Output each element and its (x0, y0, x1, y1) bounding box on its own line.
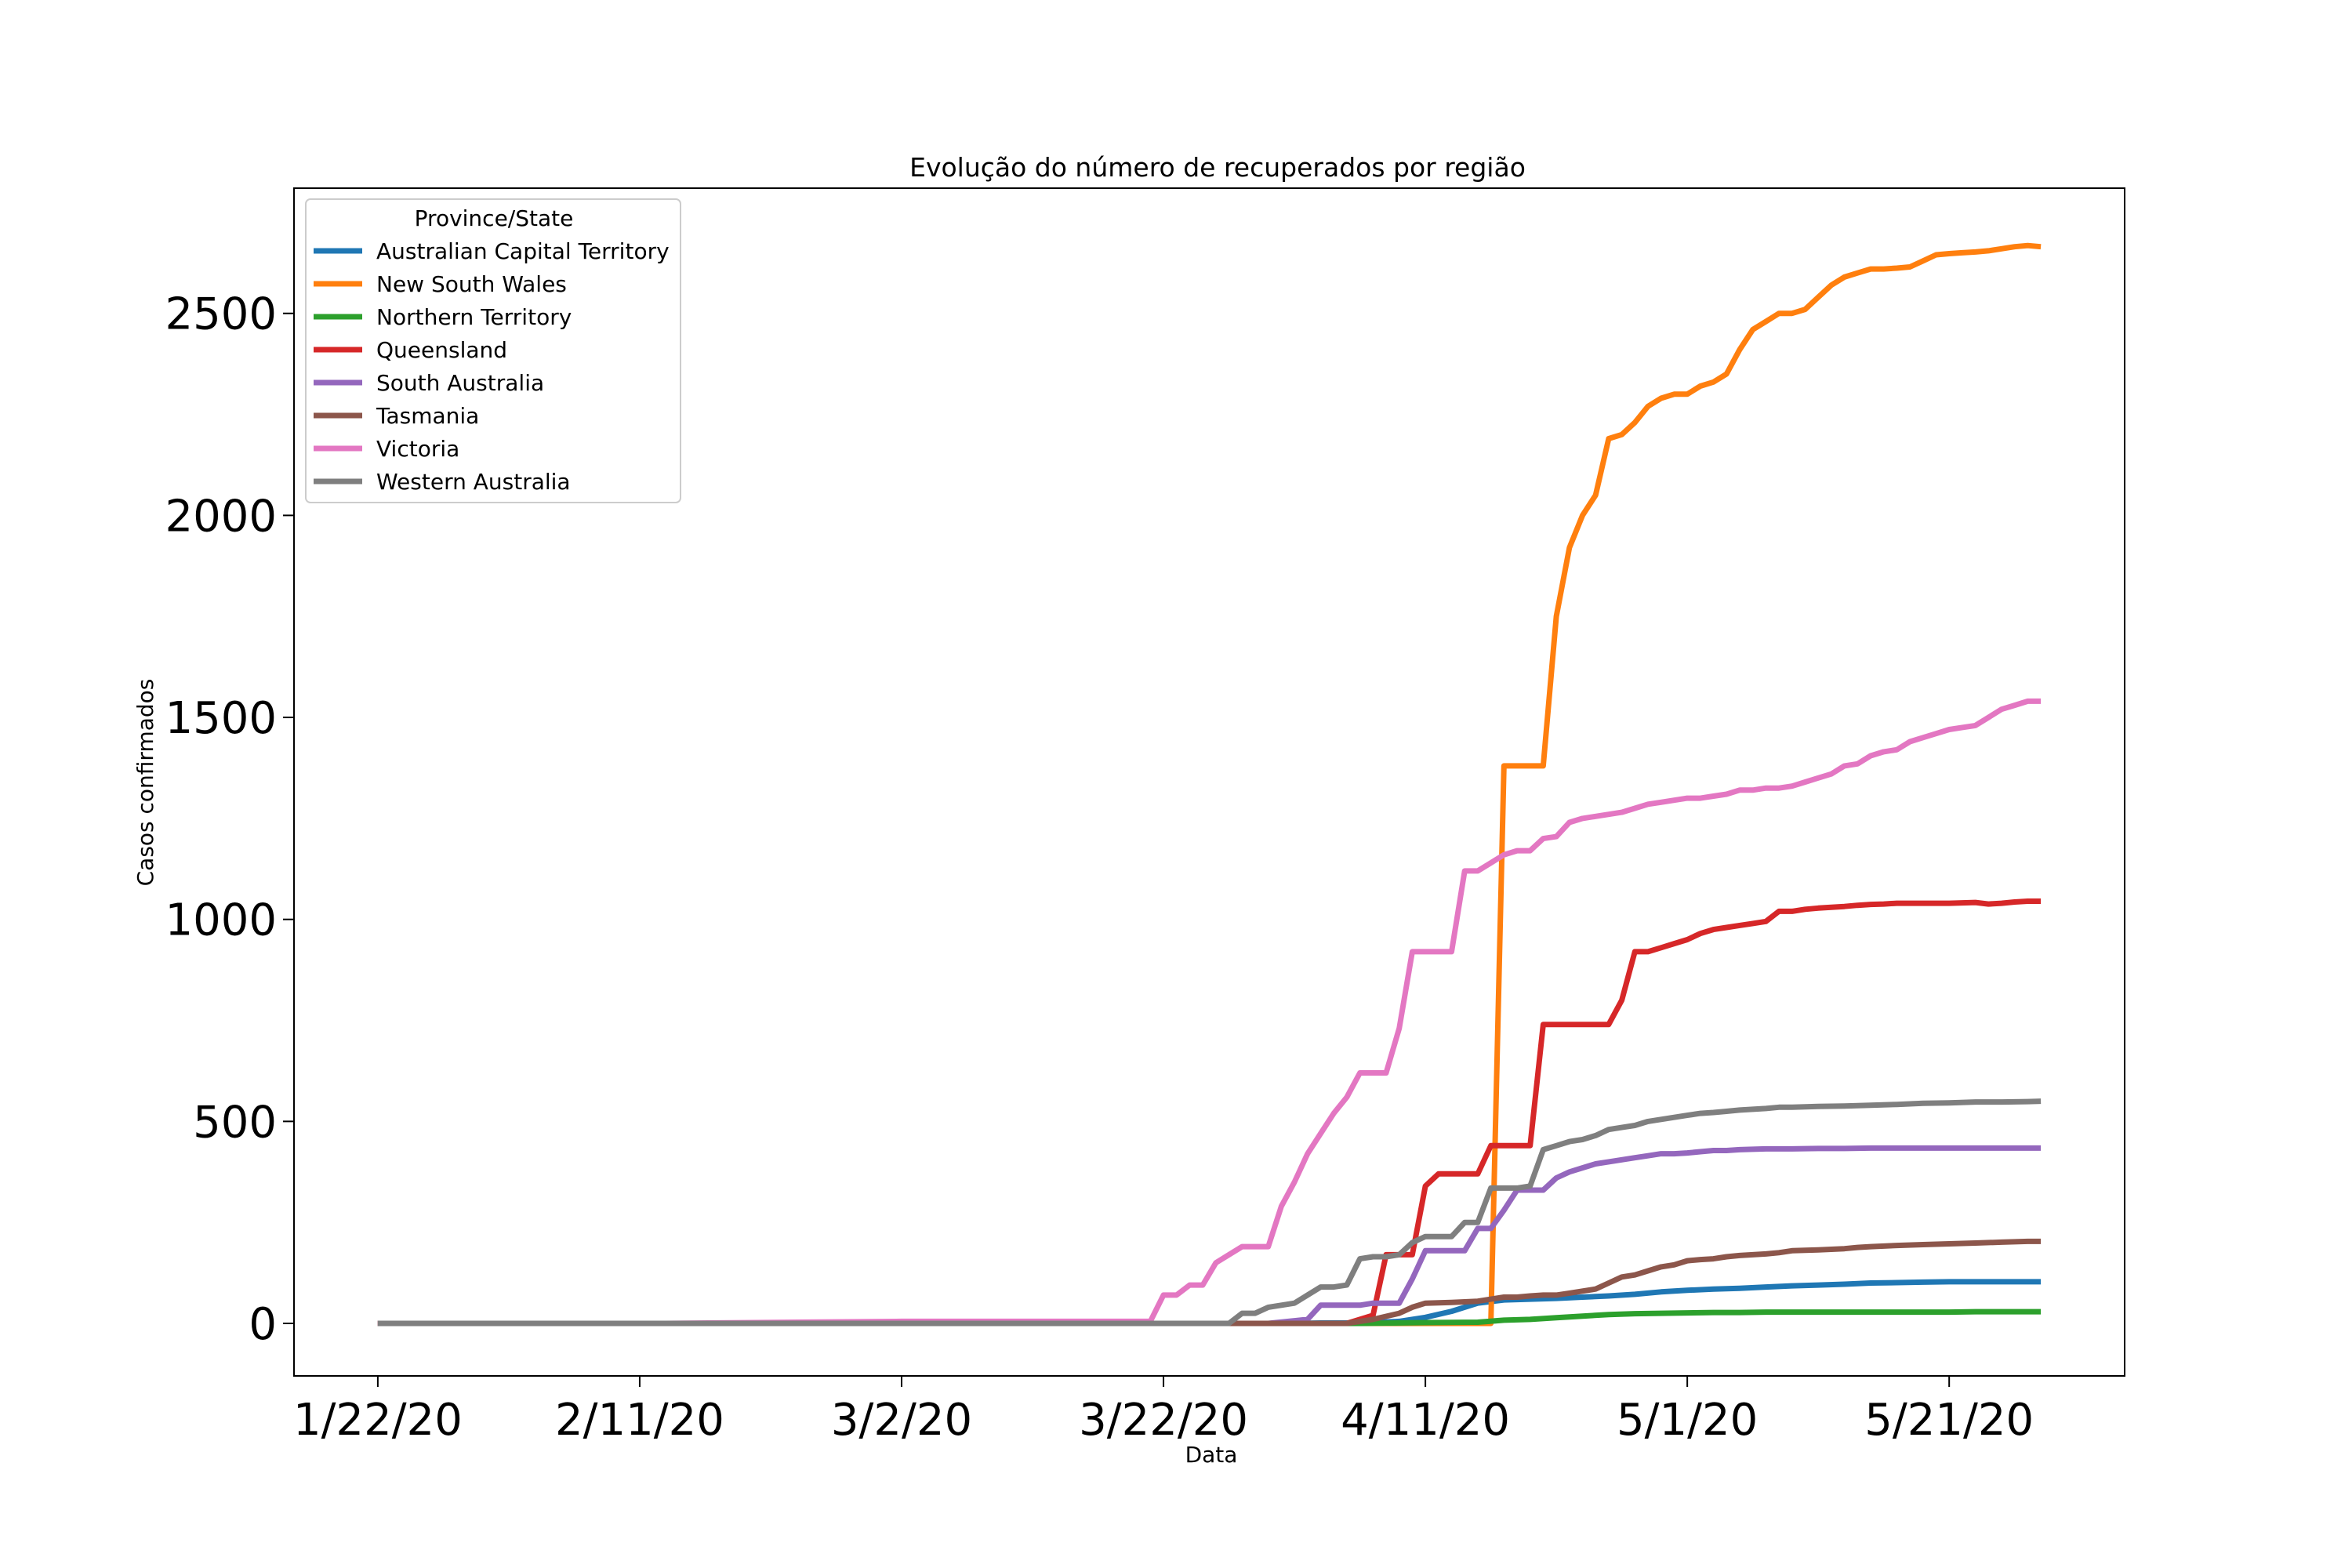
legend-label-6: Victoria (376, 436, 459, 462)
y-tick-label: 1000 (165, 895, 277, 946)
x-axis-ticks: 1/22/20 2/11/20 3/2/20 3/22/20 4/11/20 5/1/20… (293, 1376, 2034, 1446)
y-tick-label: 0 (249, 1299, 277, 1350)
legend-label-0: Australian Capital Territory (376, 238, 670, 264)
legend-label-2: Northern Territory (376, 304, 572, 330)
x-tick-label: 3/2/20 (831, 1395, 972, 1446)
legend-box (305, 198, 681, 503)
series-line-5 (377, 1238, 2042, 1327)
chart-title: Evolução do número de recuperados por re… (909, 152, 1526, 183)
x-tick-label: 2/11/20 (555, 1395, 724, 1446)
y-axis-title: Casos confirmados (132, 679, 158, 887)
series-layer (377, 242, 2042, 1327)
y-tick-label: 500 (193, 1097, 277, 1148)
x-tick-label: 3/22/20 (1079, 1395, 1248, 1446)
series-line-2 (377, 1308, 2042, 1327)
y-axis-ticks: 0 500 1000 1500 2000 2500 (165, 289, 294, 1350)
plot-area-frame (293, 187, 2125, 1377)
series-line-7 (377, 1098, 2042, 1327)
series-line-0 (377, 1279, 2042, 1327)
y-tick-label: 2000 (165, 491, 277, 542)
x-tick-label: 5/1/20 (1617, 1395, 1758, 1446)
legend-items: Australian Capital Territory New South Wa… (314, 238, 670, 495)
y-tick-label: 1500 (165, 693, 277, 744)
legend-label-1: New South Wales (376, 271, 567, 297)
legend-label-5: Tasmania (376, 403, 479, 429)
series-line-1 (377, 242, 2042, 1327)
series-line-4 (377, 1145, 2042, 1327)
series-line-6 (377, 698, 2042, 1327)
x-tick-label: 1/22/20 (293, 1395, 463, 1446)
legend-title: Province/State (415, 205, 574, 231)
legend-label-3: Queensland (376, 337, 507, 363)
series-line-3 (377, 898, 2042, 1327)
y-tick-label: 2500 (165, 289, 277, 340)
x-axis-title: Data (1185, 1442, 1238, 1468)
x-tick-label: 5/21/20 (1864, 1395, 2034, 1446)
legend: Province/State Australian Capital Territ… (305, 198, 681, 503)
legend-label-4: South Australia (376, 370, 544, 396)
x-tick-label: 4/11/20 (1341, 1395, 1510, 1446)
legend-label-7: Western Australia (376, 469, 571, 495)
